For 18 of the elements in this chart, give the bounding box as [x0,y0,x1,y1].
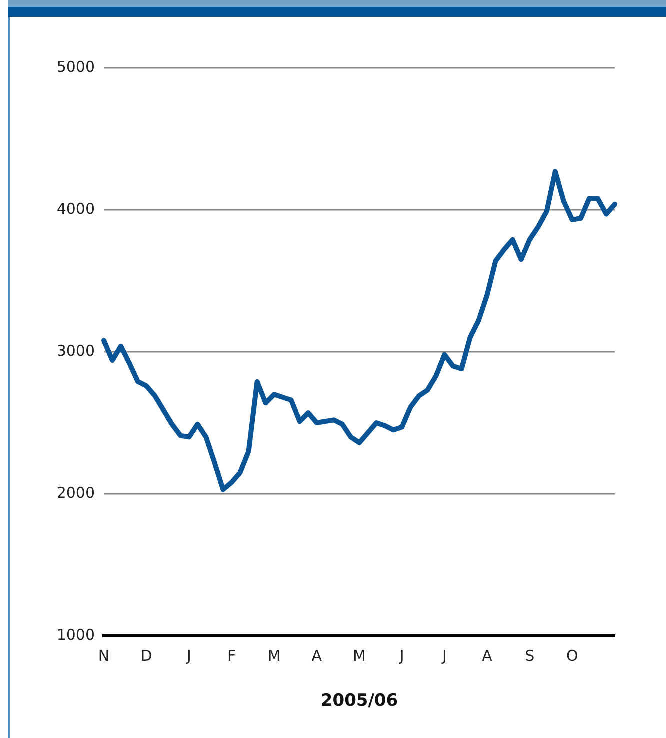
x-tick-label: A [482,646,494,665]
y-tick-label: 5000 [56,58,95,76]
x-axis-title: 2005/06 [320,691,398,712]
x-tick-label: J [441,646,447,665]
x-tick-label: O [566,646,578,665]
x-tick-label: D [140,646,152,665]
x-tick-label: M [353,646,366,665]
y-tick-label: 4000 [56,200,95,218]
y-tick-label: 1000 [56,626,95,644]
x-tick-label: F [227,646,236,665]
x-tick-label: M [268,646,281,665]
x-tick-label: S [525,646,535,665]
x-tick-label: J [398,646,404,665]
y-tick-label: 3000 [56,342,95,360]
x-tick-label: J [186,646,192,665]
y-tick-label: 2000 [56,484,95,502]
x-tick-label: N [98,646,110,665]
x-tick-label: A [312,646,323,665]
